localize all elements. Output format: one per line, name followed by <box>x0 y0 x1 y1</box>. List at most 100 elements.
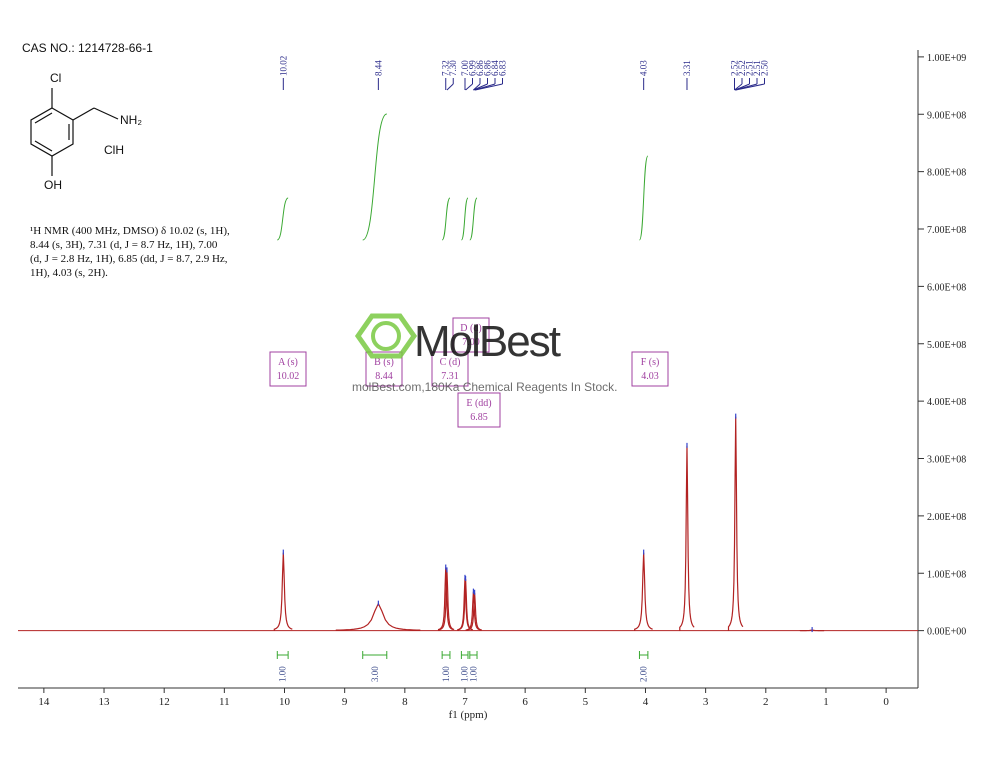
y-tick-label: 1.00E+09 <box>927 53 966 64</box>
peak-label: 2.50 <box>760 60 770 76</box>
peak-label-connector <box>735 83 765 91</box>
watermark-text: molBest.com,180Ka Chemical Reagents In S… <box>352 380 617 394</box>
benzene-ring <box>30 107 74 157</box>
peak-label: 7.30 <box>448 60 458 76</box>
multiplet-name: F (s) <box>641 357 660 368</box>
integral-label: 2.00 <box>639 666 649 682</box>
multiplet-shift: 7.31 <box>441 371 459 382</box>
cas-number: CAS NO.: 1214728-66-1 <box>22 41 153 55</box>
y-tick-label: 2.00E+08 <box>927 512 966 523</box>
peak-label: 2.51 <box>752 60 762 76</box>
peak <box>679 445 695 631</box>
peak <box>439 570 455 631</box>
y-tick-label: 0.00E+00 <box>927 627 966 638</box>
peak-label: 4.03 <box>639 60 649 76</box>
peak-label-connector <box>475 83 503 91</box>
peak-label: 7.00 <box>460 60 470 76</box>
peak <box>273 552 293 631</box>
y-tick-label: 7.00E+08 <box>927 225 966 236</box>
multiplet-box <box>269 351 307 387</box>
peak-label: 2.52 <box>730 60 740 76</box>
y-tick-label: 5.00E+08 <box>927 340 966 351</box>
multiplet-name: C (d) <box>440 357 461 368</box>
peak-label: 6.99 <box>467 60 477 76</box>
x-axis-title: f1 (ppm) <box>449 709 488 721</box>
integral-label: 3.00 <box>370 666 380 682</box>
integral-curve <box>469 197 478 241</box>
structure <box>30 88 119 176</box>
multiplet-shift: 7.00 <box>462 337 480 348</box>
peak-label: 2.51 <box>745 60 755 76</box>
x-tick-label: 14 <box>38 696 50 708</box>
peak <box>727 416 744 631</box>
integral-curve <box>460 197 469 241</box>
x-tick-label: 6 <box>522 696 528 708</box>
peak-label: 6.83 <box>497 60 507 76</box>
x-tick-label: 13 <box>99 696 111 708</box>
x-tick-label: 11 <box>219 696 230 708</box>
bond <box>72 107 95 121</box>
logo-ring <box>371 321 401 351</box>
structure-labels: Cl NH₂ ClH OH <box>44 71 142 192</box>
x-tick-label: 9 <box>342 696 348 708</box>
atom-label: OH <box>44 178 62 192</box>
peak <box>466 592 482 631</box>
x-tick-label: 10 <box>279 696 291 708</box>
y-tick-label: 6.00E+08 <box>927 282 966 293</box>
nmr-description: ¹H NMR (400 MHz, DMSO) δ 10.02 (s, 1H), … <box>30 225 230 279</box>
peak-label-connector <box>465 83 473 91</box>
watermark: MolBest molBest.com,180Ka Chemical Reage… <box>352 313 617 394</box>
multiplet-shift: 10.02 <box>277 371 300 382</box>
peak-label: 6.84 <box>490 60 500 76</box>
y-tick-label: 4.00E+08 <box>927 397 966 408</box>
peak <box>335 602 421 631</box>
multiplet-name: A (s) <box>278 357 298 368</box>
multiplet-shift: 4.03 <box>641 371 659 382</box>
x-tick-label: 1 <box>823 696 829 708</box>
multiplet-box <box>457 392 501 428</box>
multiplet-box <box>431 351 469 387</box>
integral-curve <box>276 197 289 241</box>
integral-label: 1.00 <box>441 666 451 682</box>
peak <box>437 567 454 631</box>
multiplet-name: D (d) <box>460 323 481 334</box>
peak-label-connector <box>446 83 454 91</box>
integral-curve <box>362 113 388 241</box>
peak-label: 7.32 <box>441 60 451 76</box>
multiplet-box <box>631 351 669 387</box>
logo-hexagon <box>354 313 418 359</box>
bond <box>93 107 119 120</box>
x-tick-label: 4 <box>643 696 649 708</box>
x-tick-label: 12 <box>159 696 170 708</box>
peak-label-connector <box>734 83 743 91</box>
y-tick-label: 9.00E+08 <box>927 110 966 121</box>
y-tick-label: 1.00E+08 <box>927 569 966 580</box>
watermark-logo: MolBest <box>414 317 561 366</box>
x-tick-label: 3 <box>703 696 709 708</box>
integral-label: 1.00 <box>468 666 478 682</box>
peak-label: 6.86 <box>475 60 485 76</box>
peak-label: 3.31 <box>682 60 692 76</box>
peak <box>634 552 653 631</box>
integral-curve <box>441 197 451 241</box>
x-tick-label: 5 <box>583 696 589 708</box>
multiplet-name: E (dd) <box>466 398 491 409</box>
integral-curve <box>638 155 649 241</box>
multiplet-name: B (s) <box>374 357 394 368</box>
atom-label: NH₂ <box>120 113 142 127</box>
y-tick-label: 8.00E+08 <box>927 168 966 179</box>
x-tick-label: 8 <box>402 696 408 708</box>
peak-label: 10.02 <box>278 56 288 76</box>
double-bond <box>34 140 53 152</box>
multiplet-shift: 6.85 <box>470 412 488 423</box>
multiplet-shift: 8.44 <box>375 371 393 382</box>
x-tick-label: 7 <box>462 696 468 708</box>
atom-label: Cl <box>50 71 61 85</box>
y-tick-label: 3.00E+08 <box>927 455 966 466</box>
integral-label: 1.00 <box>460 666 470 682</box>
peak-label: 2.52 <box>737 60 747 76</box>
peak-label-connector <box>473 83 488 91</box>
peak-label: 8.44 <box>373 60 383 76</box>
